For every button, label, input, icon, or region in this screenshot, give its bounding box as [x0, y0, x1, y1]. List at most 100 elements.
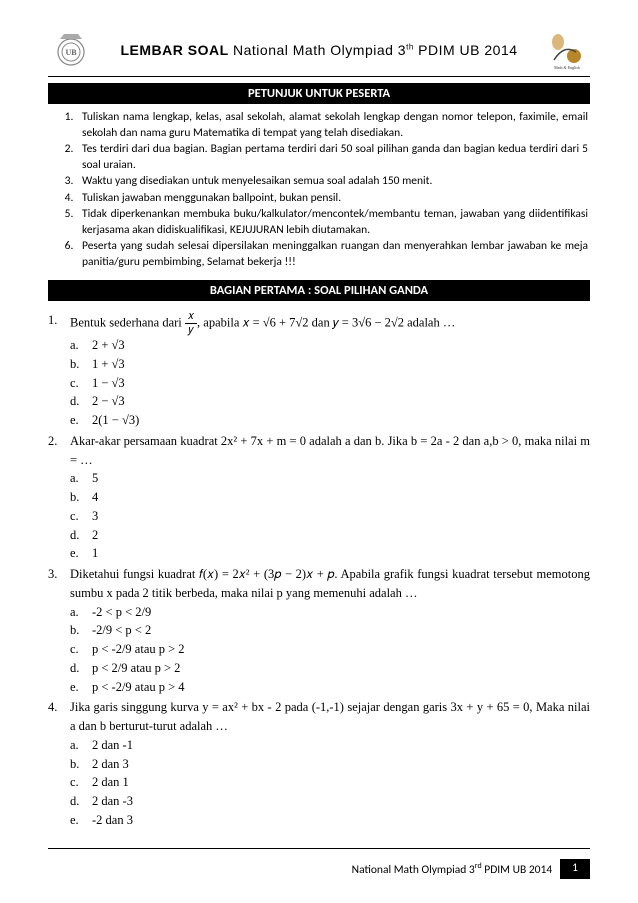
option-label: c.: [70, 773, 92, 792]
doc-title: LEMBAR SOAL National Math Olympiad 3th P…: [120, 42, 517, 58]
instruction-item: Peserta yang sudah selesai dipersilakan …: [76, 239, 588, 270]
option-text: 3: [92, 507, 98, 526]
logo-right: Math & English: [544, 30, 590, 70]
fraction-num: 𝑥: [185, 311, 197, 324]
option-label: b.: [70, 355, 92, 374]
option-label: a.: [70, 603, 92, 622]
option: b.1 + √3: [70, 355, 590, 374]
svg-text:Math & English: Math & English: [554, 65, 580, 70]
option-text: 2 + √3: [92, 336, 125, 355]
option-label: d.: [70, 526, 92, 545]
option-text: p < -2/9 atau p > 2: [92, 640, 185, 659]
options-list: a.5 b.4 c.3 d.2 e.1: [70, 469, 590, 563]
option-label: c.: [70, 640, 92, 659]
instructions-bar: PETUNJUK UNTUK PESERTA: [48, 83, 590, 104]
question: 3. Diketahui fungsi kuadrat 𝑓(𝑥) = 2𝑥² +…: [48, 565, 590, 696]
title-bold: LEMBAR SOAL: [120, 42, 228, 58]
q1-post: , apabila 𝑥 = √6 + 7√2 dan 𝑦 = 3√6 − 2√2…: [197, 316, 455, 330]
option-text: -2 dan 3: [92, 811, 133, 830]
option: a.2 dan -1: [70, 736, 590, 755]
instruction-item: Tuliskan jawaban menggunakan ballpoint, …: [76, 191, 588, 207]
option-label: c.: [70, 507, 92, 526]
option: b.2 dan 3: [70, 755, 590, 774]
option-label: a.: [70, 336, 92, 355]
option-label: e.: [70, 411, 92, 430]
option: e.1: [70, 544, 590, 563]
option-label: b.: [70, 755, 92, 774]
instructions-list: Tuliskan nama lengkap, kelas, asal sekol…: [56, 110, 588, 270]
question-number: 2.: [48, 432, 70, 563]
option: e.2(1 − √3): [70, 411, 590, 430]
option-text: 1: [92, 544, 98, 563]
footer-pre: National Math Olympiad 3: [352, 863, 475, 877]
instruction-item: Waktu yang disediakan untuk menyelesaika…: [76, 174, 588, 190]
q1-pre: Bentuk sederhana dari: [70, 316, 185, 330]
question-number: 3.: [48, 565, 70, 696]
question-body: Jika garis singgung kurva y = ax² + bx -…: [70, 698, 590, 829]
option-text: 1 + √3: [92, 355, 125, 374]
option-text: 2: [92, 526, 98, 545]
option: d.2: [70, 526, 590, 545]
logo-ub: UB: [48, 30, 94, 70]
questions-block: 1. Bentuk sederhana dari 𝑥𝑦, apabila 𝑥 =…: [48, 311, 590, 830]
option: c.2 dan 1: [70, 773, 590, 792]
option-label: a.: [70, 736, 92, 755]
options-list: a.-2 < p < 2/9 b.-2/9 < p < 2 c.p < -2/9…: [70, 603, 590, 697]
footer-post: PDIM UB 2014: [482, 863, 553, 877]
option-text: p < -2/9 atau p > 4: [92, 678, 185, 697]
option-text: 2 dan -3: [92, 792, 133, 811]
instruction-item: Tuliskan nama lengkap, kelas, asal sekol…: [76, 110, 588, 141]
option: d.p < 2/9 atau p > 2: [70, 659, 590, 678]
option-label: d.: [70, 792, 92, 811]
footer-rule: [48, 848, 590, 849]
option-label: b.: [70, 621, 92, 640]
option-label: d.: [70, 659, 92, 678]
option-label: d.: [70, 392, 92, 411]
page-number: 1: [560, 859, 590, 879]
option: c.1 − √3: [70, 374, 590, 393]
option-label: a.: [70, 469, 92, 488]
option-text: 2 dan 3: [92, 755, 129, 774]
option: b.4: [70, 488, 590, 507]
option-label: b.: [70, 488, 92, 507]
option: c.3: [70, 507, 590, 526]
title-sup: th: [406, 42, 414, 51]
option: b.-2/9 < p < 2: [70, 621, 590, 640]
footer-sup: rd: [475, 861, 482, 871]
option: d.2 dan -3: [70, 792, 590, 811]
option: d.2 − √3: [70, 392, 590, 411]
page: UB LEMBAR SOAL National Math Olympiad 3t…: [0, 0, 638, 903]
header-rule: [48, 76, 590, 77]
question-body: Akar-akar persamaan kuadrat 2x² + 7x + m…: [70, 432, 590, 563]
option: a.-2 < p < 2/9: [70, 603, 590, 622]
options-list: a.2 + √3 b.1 + √3 c.1 − √3 d.2 − √3 e.2(…: [70, 336, 590, 430]
instruction-item: Tes terdiri dari dua bagian. Bagian pert…: [76, 142, 588, 173]
option: e.-2 dan 3: [70, 811, 590, 830]
option-label: e.: [70, 544, 92, 563]
option-text: p < 2/9 atau p > 2: [92, 659, 180, 678]
option-label: c.: [70, 374, 92, 393]
question: 2. Akar-akar persamaan kuadrat 2x² + 7x …: [48, 432, 590, 563]
instruction-item: Tidak diperkenankan membuka buku/kalkula…: [76, 207, 588, 238]
option-text: -2/9 < p < 2: [92, 621, 151, 640]
question-prompt: Jika garis singgung kurva y = ax² + bx -…: [70, 700, 590, 733]
question-body: Bentuk sederhana dari 𝑥𝑦, apabila 𝑥 = √6…: [70, 311, 590, 430]
question: 4. Jika garis singgung kurva y = ax² + b…: [48, 698, 590, 829]
svg-text:UB: UB: [65, 48, 77, 57]
options-list: a.2 dan -1 b.2 dan 3 c.2 dan 1 d.2 dan -…: [70, 736, 590, 830]
question-number: 1.: [48, 311, 70, 430]
title-rest: National Math Olympiad 3: [229, 42, 406, 58]
question: 1. Bentuk sederhana dari 𝑥𝑦, apabila 𝑥 =…: [48, 311, 590, 430]
option-text: 5: [92, 469, 98, 488]
option: e.p < -2/9 atau p > 4: [70, 678, 590, 697]
title-tail: PDIM UB 2014: [414, 42, 518, 58]
option-text: 2 dan -1: [92, 736, 133, 755]
question-prompt: Diketahui fungsi kuadrat 𝑓(𝑥) = 2𝑥² + (3…: [70, 567, 590, 600]
header: UB LEMBAR SOAL National Math Olympiad 3t…: [48, 30, 590, 70]
section-bar: BAGIAN PERTAMA : SOAL PILIHAN GANDA: [48, 280, 590, 301]
question-number: 4.: [48, 698, 70, 829]
footer: National Math Olympiad 3rd PDIM UB 2014 …: [48, 848, 590, 879]
option-text: 1 − √3: [92, 374, 125, 393]
option-text: 4: [92, 488, 98, 507]
question-body: Diketahui fungsi kuadrat 𝑓(𝑥) = 2𝑥² + (3…: [70, 565, 590, 696]
